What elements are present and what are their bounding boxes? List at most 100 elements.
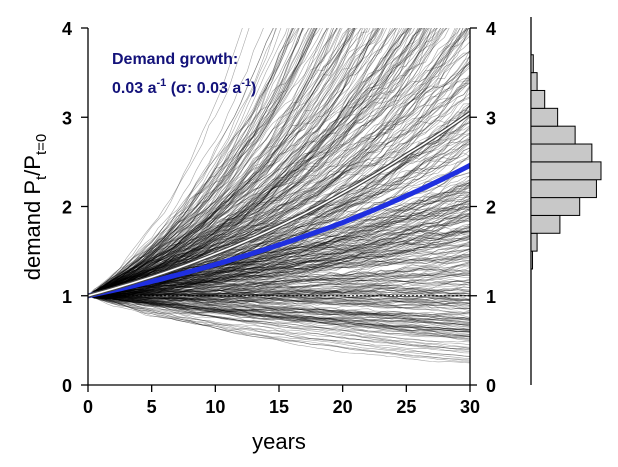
y-axis-title: demand Pt/Pt=0	[20, 134, 50, 281]
simulation-path	[88, 28, 274, 297]
simulation-path	[88, 253, 470, 297]
simulation-path	[88, 28, 409, 297]
simulation-path	[88, 231, 470, 297]
simulation-path	[88, 205, 470, 297]
simulation-path	[88, 295, 470, 346]
simulation-path	[88, 295, 470, 337]
simulation-path	[88, 241, 470, 297]
simulation-path	[88, 28, 403, 297]
simulation-path	[88, 28, 410, 297]
simulation-path	[88, 292, 470, 300]
simulation-path	[88, 293, 470, 306]
simulation-path	[88, 230, 470, 297]
simulation-path	[88, 279, 470, 297]
simulation-path	[88, 241, 470, 297]
simulation-path	[88, 218, 470, 298]
simulation-path	[88, 295, 470, 328]
simulation-path	[88, 28, 448, 297]
simulation-path	[88, 28, 421, 297]
simulation-path	[88, 28, 356, 297]
simulation-path	[88, 295, 470, 361]
simulation-path	[88, 259, 470, 297]
simulation-path	[88, 28, 396, 297]
simulation-path	[88, 28, 380, 297]
simulation-path	[88, 28, 303, 297]
simulation-path	[88, 28, 427, 297]
simulation-path	[88, 28, 355, 297]
simulation-path	[88, 295, 470, 341]
simulation-path	[88, 292, 470, 301]
simulation-path	[88, 28, 420, 297]
simulation-path	[88, 28, 304, 297]
simulation-path	[88, 28, 381, 297]
simulation-path	[88, 28, 315, 297]
annotation-line2: 0.03 a-1 (σ: 0.03 a-1)	[112, 77, 256, 97]
simulation-path	[88, 28, 300, 297]
simulation-path	[88, 28, 380, 297]
y-axis-title-slash: /P	[20, 155, 45, 176]
simulation-path	[88, 28, 469, 297]
simulation-path	[88, 28, 424, 297]
simulation-path	[88, 295, 470, 337]
simulation-path	[88, 293, 470, 303]
simulation-path	[88, 28, 354, 297]
histogram-bar	[530, 107, 559, 127]
y-tick-label-right: 1	[486, 287, 496, 307]
simulation-path	[88, 28, 401, 297]
simulation-path	[88, 216, 470, 297]
simulation-path	[88, 264, 470, 298]
simulation-path	[88, 183, 470, 297]
simulation-path	[88, 28, 426, 297]
simulation-path	[88, 244, 470, 297]
simulation-path	[88, 28, 391, 297]
simulation-path	[88, 28, 436, 297]
simulation-path	[88, 295, 470, 330]
simulation-path	[88, 28, 457, 297]
simulation-path	[88, 28, 429, 297]
simulation-path	[88, 28, 383, 297]
simulation-path	[88, 28, 369, 297]
simulation-path	[88, 175, 470, 298]
simulation-path	[88, 62, 470, 297]
simulation-path	[88, 295, 470, 363]
upper-percentile-line	[88, 112, 470, 297]
simulation-path	[88, 28, 350, 297]
simulation-path	[88, 28, 312, 297]
simulation-path	[88, 295, 470, 321]
simulation-path	[88, 228, 470, 297]
simulation-path	[88, 28, 329, 297]
simulation-path	[88, 295, 470, 359]
simulation-path	[88, 28, 277, 297]
simulation-path	[88, 50, 470, 297]
simulation-path	[88, 28, 421, 297]
simulation-path	[88, 295, 470, 333]
simulation-path	[88, 295, 470, 332]
simulation-path	[88, 295, 470, 350]
simulation-path	[88, 295, 470, 326]
x-tick-label: 25	[396, 397, 416, 417]
simulation-path	[88, 28, 318, 297]
simulation-path	[88, 28, 438, 297]
simulation-path	[88, 28, 425, 297]
simulation-path	[88, 28, 363, 297]
simulation-path	[88, 192, 470, 297]
simulation-path	[88, 28, 379, 297]
simulation-path	[88, 295, 470, 328]
y-axis-title-sub2: t=0	[33, 134, 50, 155]
simulation-path	[88, 242, 470, 297]
simulation-path	[88, 28, 293, 297]
simulation-path	[88, 295, 470, 322]
simulation-path	[88, 293, 470, 307]
simulation-path	[88, 290, 470, 298]
simulation-path	[88, 293, 470, 331]
simulation-path	[88, 271, 470, 297]
histogram-bar	[530, 89, 546, 109]
simulation-path	[88, 28, 337, 297]
simulation-path	[88, 201, 470, 297]
simulation-path	[88, 28, 355, 297]
simulation-path	[88, 212, 470, 297]
simulation-path	[88, 295, 470, 326]
simulation-path	[88, 249, 470, 297]
histogram-bar	[530, 179, 597, 199]
simulation-path	[88, 234, 470, 297]
